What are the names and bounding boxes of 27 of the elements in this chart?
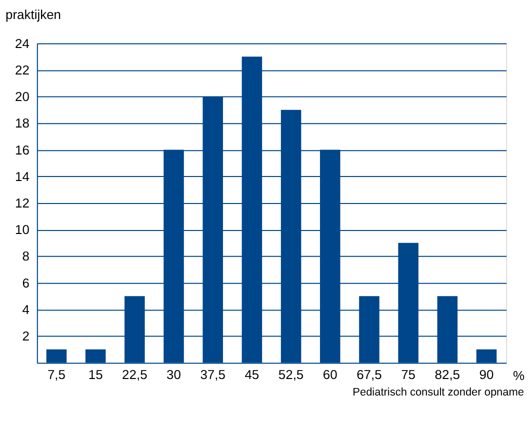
y-tick-label: 8 bbox=[22, 248, 30, 264]
x-tick-label: 82,5 bbox=[434, 367, 460, 382]
x-tick-label: 37,5 bbox=[200, 367, 226, 382]
x-axis-title: % bbox=[512, 368, 525, 384]
x-tick-label: 45 bbox=[244, 367, 260, 382]
y-tick-label: 2 bbox=[22, 328, 30, 344]
x-tick-label: 90 bbox=[479, 367, 494, 382]
y-tick-label: 14 bbox=[15, 168, 30, 184]
y-tick-label: 24 bbox=[15, 36, 30, 51]
y-tick-label: 10 bbox=[15, 222, 30, 238]
x-tick-label: 52,5 bbox=[278, 367, 304, 382]
y-tick-label: 6 bbox=[22, 275, 30, 290]
x-tick-label: 15 bbox=[88, 367, 103, 382]
y-axis-title: praktijken bbox=[5, 6, 62, 22]
y-tick-label: 22 bbox=[15, 62, 30, 78]
y-tick-label: 12 bbox=[15, 195, 30, 210]
x-tick-label: 30 bbox=[166, 367, 181, 382]
y-tick-label: 4 bbox=[22, 302, 30, 317]
x-tick-label: 67,5 bbox=[356, 367, 382, 382]
x-tick-label: 22,5 bbox=[122, 367, 148, 382]
y-tick-label: 20 bbox=[15, 89, 30, 104]
y-tick-label: 18 bbox=[15, 116, 30, 131]
text: Pediatrisch consult zonder opname bbox=[352, 386, 524, 399]
y-tick-label: 16 bbox=[15, 142, 30, 158]
x-tick-label: 60 bbox=[322, 367, 338, 382]
x-tick-label: 75 bbox=[401, 367, 416, 382]
x-tick-label: 7,5 bbox=[47, 367, 66, 382]
